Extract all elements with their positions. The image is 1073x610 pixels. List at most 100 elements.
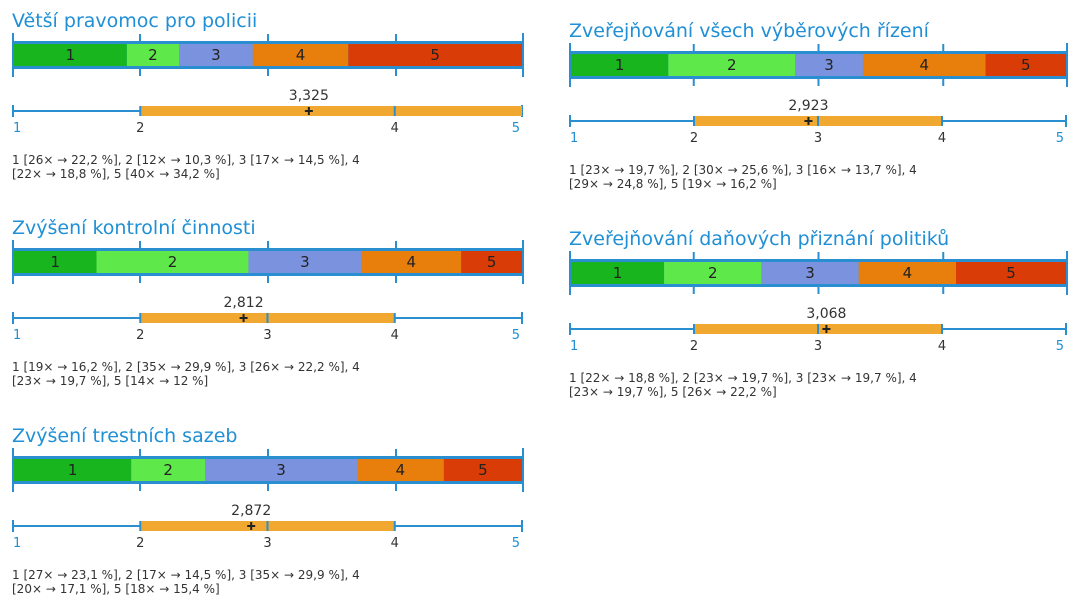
tick-label-4: 4: [391, 328, 399, 343]
segment-1: [14, 44, 127, 66]
chart-title: Zvýšení trestních sazeb: [12, 425, 238, 447]
chart-panel: 1 2 3 4 5 1 2 3 4 5 3,068 Zveřejňování daňových při…: [569, 228, 1068, 413]
distribution-note-line: 1 [26× → 22,2 %], 2 [12× → 10,3 %], 3 [1…: [12, 153, 360, 167]
distribution-note-line: [23× → 19,7 %], 5 [14× → 12 %]: [12, 374, 209, 388]
segment-label-3: 3: [276, 461, 286, 479]
chart-panel: 1 2 3 4 5 1 2 3 4 5 2,923 Zveřejňování všech výběro…: [569, 20, 1068, 205]
chart-title: Zvýšení kontrolní činnosti: [12, 217, 256, 239]
tick-label-1: 1: [570, 339, 578, 354]
segment-1: [571, 262, 665, 284]
segment-2: [668, 54, 796, 76]
mean-label: 3,325: [289, 88, 329, 104]
tick-label-3: 3: [263, 328, 271, 343]
chart-title: Zveřejňování všech výběrových řízení: [569, 20, 929, 42]
mean-label: 2,923: [788, 98, 828, 114]
chart-svg: 1 2 3 4 5 1 2 3 4 5 2,812: [12, 240, 524, 343]
range-bar: [140, 106, 522, 116]
segment-label-5: 5: [430, 46, 440, 64]
bar-cap-left: [12, 240, 14, 284]
segment-label-2: 2: [727, 56, 737, 74]
distribution-note: 1 [22× → 18,8 %], 2 [23× → 19,7 %], 3 [2…: [569, 371, 917, 399]
tick-label-5: 5: [512, 328, 520, 343]
distribution-note: 1 [19× → 16,2 %], 2 [35× → 29,9 %], 3 [2…: [12, 360, 360, 388]
segment-label-4: 4: [296, 46, 306, 64]
segment-1: [14, 459, 132, 481]
chart-title: Zveřejňování daňových přiznání politiků: [569, 228, 950, 250]
segment-label-1: 1: [615, 56, 625, 74]
segment-label-4: 4: [407, 253, 417, 271]
segment-3: [761, 262, 859, 284]
tick-label-5: 5: [1056, 339, 1064, 354]
segment-4: [357, 459, 444, 481]
distribution-note-line: 1 [19× → 16,2 %], 2 [35× → 29,9 %], 3 [2…: [12, 360, 360, 374]
tick-label-1: 1: [13, 536, 21, 551]
segment-1: [14, 251, 97, 273]
tick-label-2: 2: [690, 131, 698, 146]
segment-3: [248, 251, 362, 273]
segment-4: [862, 54, 986, 76]
tick-label-3: 3: [814, 131, 822, 146]
segment-4: [361, 251, 462, 273]
chart-title: Větší pravomoc pro policii: [12, 10, 258, 32]
distribution-note-line: [23× → 19,7 %], 5 [26× → 22,2 %]: [569, 385, 777, 399]
tick-label-1: 1: [570, 131, 578, 146]
segment-2: [96, 251, 249, 273]
tick-label-2: 2: [136, 536, 144, 551]
tick-label-3: 3: [263, 536, 271, 551]
segment-label-5: 5: [1021, 56, 1031, 74]
chart-panel: 1 2 3 4 5 1 2 3 4 5 2,812 Zvýšení kontrolní činnost…: [12, 217, 524, 402]
segment-label-5: 5: [1006, 264, 1016, 282]
mean-label: 3,068: [806, 306, 846, 322]
tick-label-4: 4: [391, 121, 399, 136]
segment-label-3: 3: [805, 264, 815, 282]
tick-label-2: 2: [136, 121, 144, 136]
distribution-note: 1 [26× → 22,2 %], 2 [12× → 10,3 %], 3 [1…: [12, 153, 360, 181]
segment-label-1: 1: [68, 461, 78, 479]
mean-label: 2,812: [224, 295, 264, 311]
segment-label-4: 4: [903, 264, 913, 282]
segment-label-2: 2: [148, 46, 158, 64]
tick-label-3: 3: [814, 339, 822, 354]
segment-3: [795, 54, 863, 76]
segment-4: [252, 44, 349, 66]
segment-3: [178, 44, 253, 66]
chart-svg: 1 2 3 4 5 1 2 3 4 5 3,068: [569, 251, 1068, 354]
segment-label-4: 4: [919, 56, 929, 74]
segment-label-3: 3: [211, 46, 221, 64]
segment-label-4: 4: [396, 461, 406, 479]
segment-1: [571, 54, 669, 76]
segment-5: [443, 459, 522, 481]
chart-svg: 1 2 3 4 5 1 2 3 4 5 2,923: [569, 43, 1068, 146]
bar-cap-right: [1066, 43, 1068, 87]
segment-label-1: 1: [50, 253, 60, 271]
chart-svg: 1 2 3 4 5 1 2 3 4 5 2,872: [12, 448, 524, 551]
tick-label-2: 2: [690, 339, 698, 354]
segment-label-3: 3: [824, 56, 834, 74]
tick-label-4: 4: [938, 339, 946, 354]
segment-5: [348, 44, 522, 66]
bar-cap-right: [522, 448, 524, 492]
bar-cap-left: [12, 33, 14, 77]
distribution-note-line: [22× → 18,8 %], 5 [40× → 34,2 %]: [12, 167, 220, 181]
segment-2: [131, 459, 206, 481]
segment-5: [985, 54, 1066, 76]
bar-cap-left: [569, 43, 571, 87]
bar-cap-left: [12, 448, 14, 492]
segment-label-2: 2: [163, 461, 173, 479]
distribution-note-line: 1 [23× → 19,7 %], 2 [30× → 25,6 %], 3 [1…: [569, 163, 917, 177]
segment-label-2: 2: [168, 253, 178, 271]
segment-5: [461, 251, 522, 273]
bar-cap-left: [569, 251, 571, 295]
bar-cap-right: [522, 240, 524, 284]
segment-label-1: 1: [66, 46, 76, 64]
tick-label-5: 5: [512, 536, 520, 551]
tick-label-2: 2: [136, 328, 144, 343]
segment-4: [858, 262, 956, 284]
distribution-note-line: [20× → 17,1 %], 5 [18× → 15,4 %]: [12, 582, 220, 596]
tick-label-1: 1: [13, 121, 21, 136]
segment-label-5: 5: [487, 253, 497, 271]
tick-label-5: 5: [512, 121, 520, 136]
chart-panel: 1 2 3 4 5 1 2 3 4 5 2,872 Zvýšení trestních sazeb 1 …: [12, 425, 524, 610]
segment-2: [126, 44, 179, 66]
chart-svg: 1 2 3 4 5 1 2 4 5 3,325: [12, 33, 524, 136]
